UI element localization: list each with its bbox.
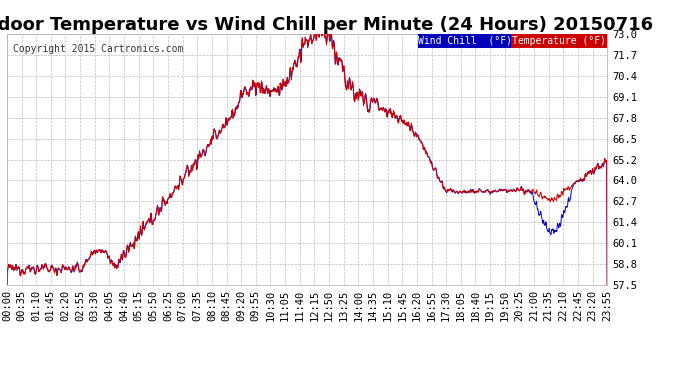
Text: Temperature (°F): Temperature (°F) [512,36,607,46]
Text: Copyright 2015 Cartronics.com: Copyright 2015 Cartronics.com [13,44,184,54]
Text: Wind Chill  (°F): Wind Chill (°F) [417,36,511,46]
Title: Outdoor Temperature vs Wind Chill per Minute (24 Hours) 20150716: Outdoor Temperature vs Wind Chill per Mi… [0,16,653,34]
Bar [418,34,511,48]
Bar [511,34,607,48]
